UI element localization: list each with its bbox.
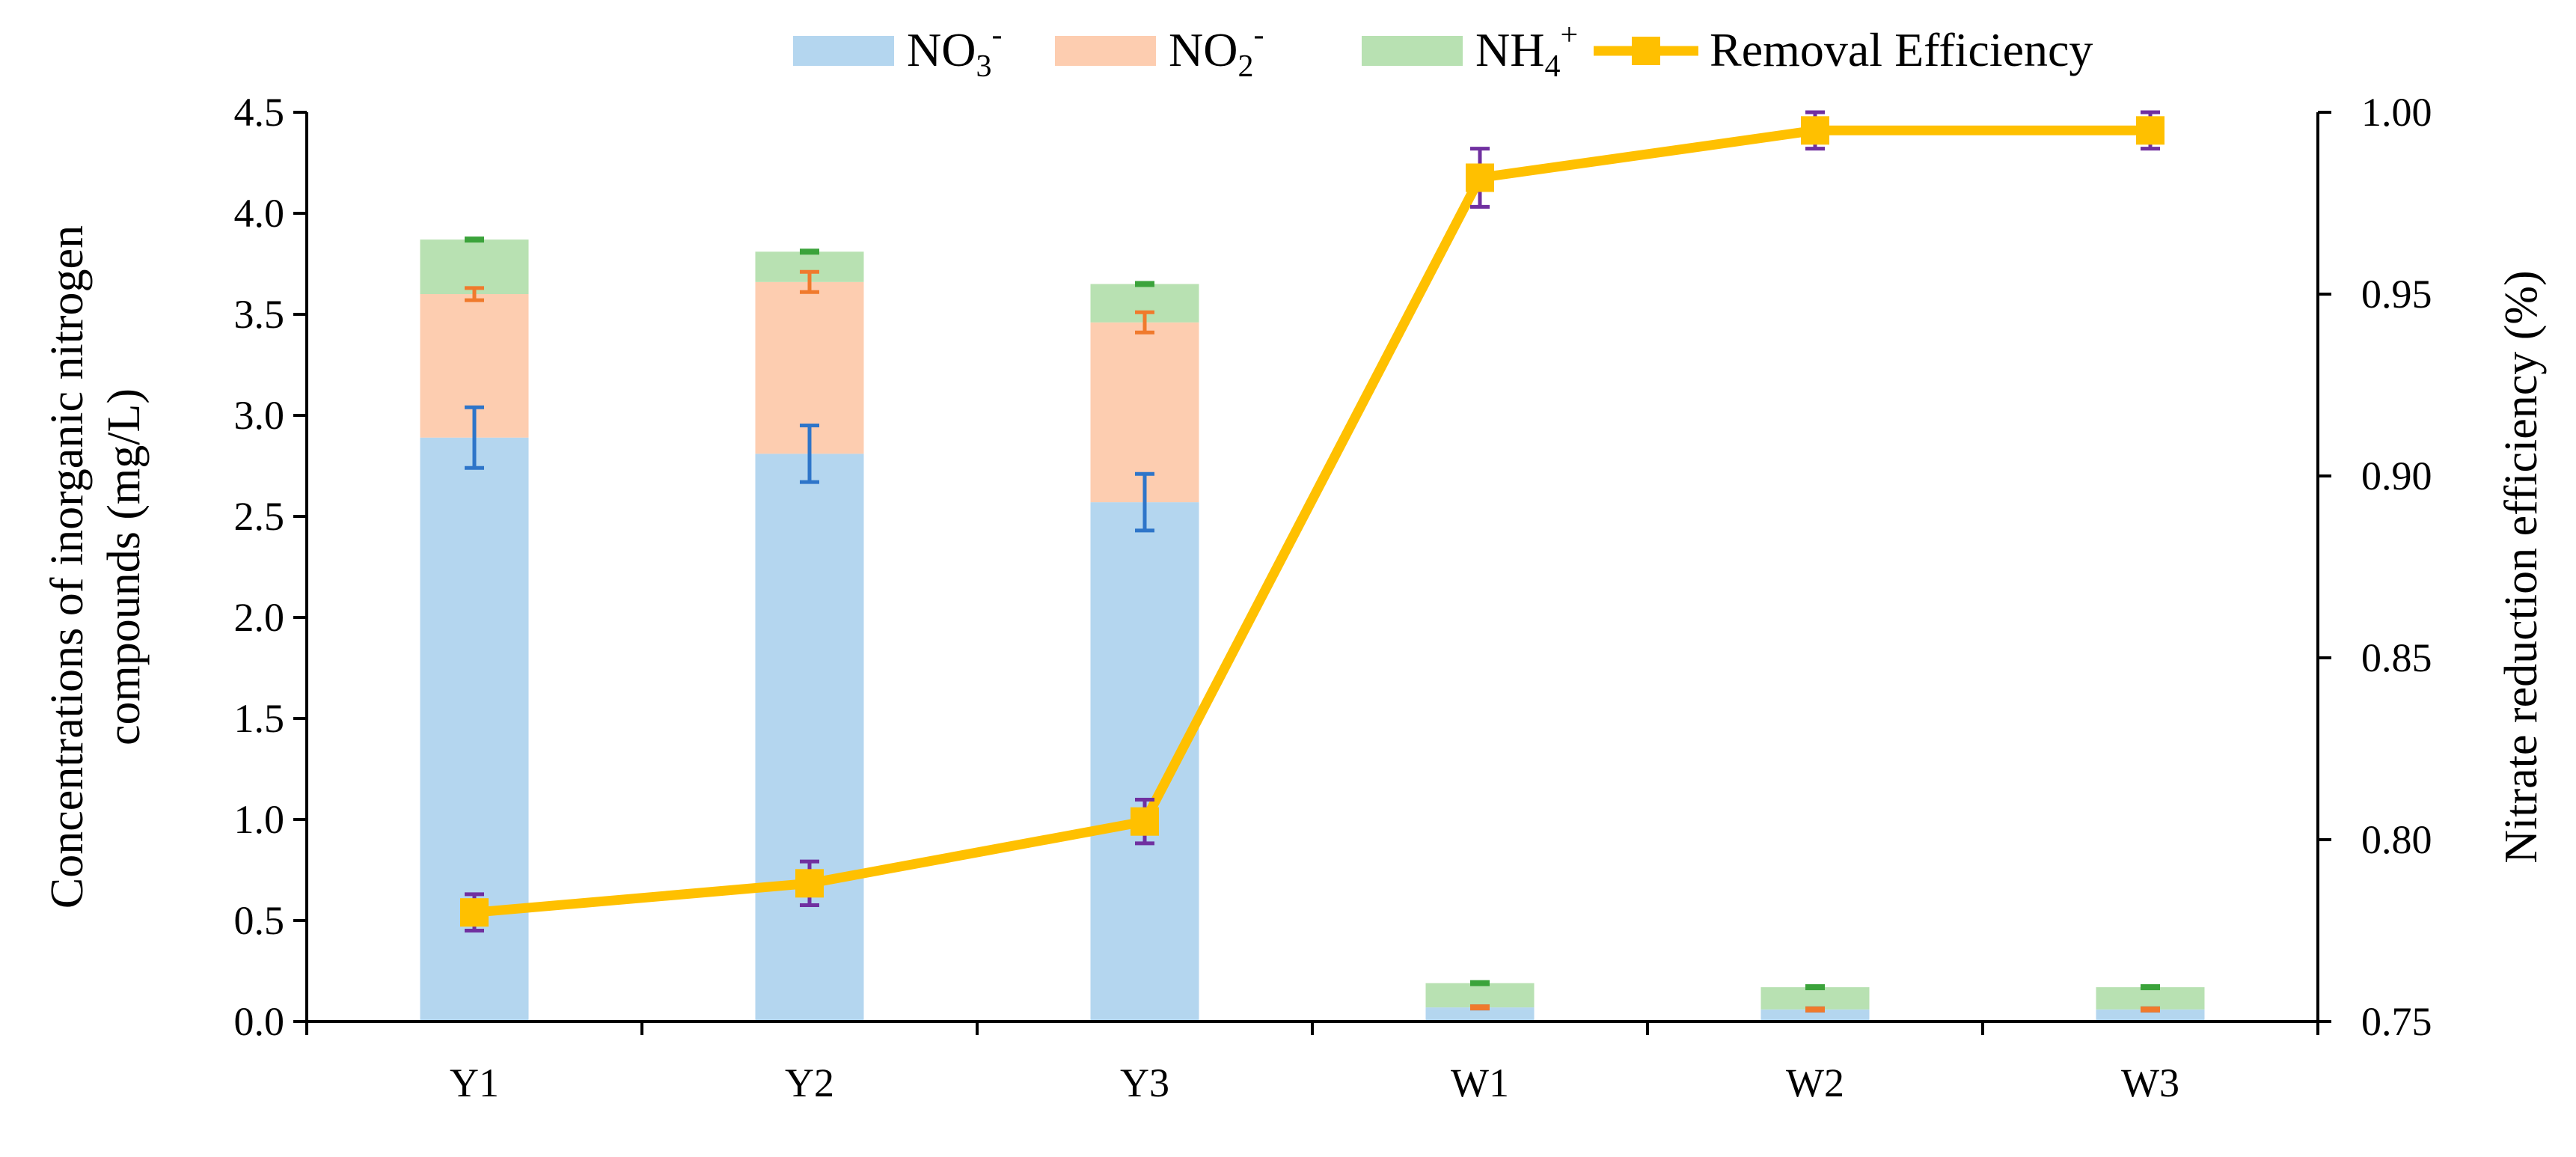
bar-NH4+-Y1 <box>420 239 529 294</box>
legend-label-main: NH <box>1475 23 1544 76</box>
error-bar-NH4+-Y2 <box>800 248 819 255</box>
efficiency-marker-Y3 <box>1131 807 1159 836</box>
legend-label-NO2-: NO2- <box>1169 18 1264 84</box>
legend-label-main: NO <box>1169 23 1237 76</box>
right-axis-title: Nitrate reduction efficiency (%) <box>2496 270 2547 863</box>
legend: NO3- NO2- NH4+ Removal Efficiency <box>793 18 2093 84</box>
bars-group <box>420 239 2205 1022</box>
error-bar-NO2--W1 <box>1470 1004 1490 1011</box>
legend-label-sup: - <box>1253 18 1264 52</box>
error-marker <box>1805 1006 1825 1013</box>
error-bar-NH4+-Y1 <box>465 236 484 243</box>
bar-NO3--W1 <box>1425 1007 1535 1022</box>
legend-label-sup: + <box>1560 18 1578 52</box>
error-bar-NH4+-W2 <box>1805 984 1825 991</box>
legend-label-sub: 2 <box>1237 49 1253 84</box>
error-bar-NO2--W2 <box>1805 1006 1825 1013</box>
error-bar-NH4+-W1 <box>1470 980 1490 986</box>
efficiency-marker-Y2 <box>795 869 824 898</box>
bar-NH4+-W3 <box>2096 987 2205 1010</box>
legend-item-removal-efficiency: Removal Efficiency <box>1594 23 2093 76</box>
bar-NO3--Y2 <box>755 454 864 1022</box>
error-bar-NH4+-Y3 <box>1135 281 1154 287</box>
left-tick-label: 4.5 <box>234 90 285 135</box>
left-tick-label: 2.0 <box>234 595 285 640</box>
legend-label-NO3-: NO3- <box>907 18 1002 84</box>
error-marker <box>1805 984 1825 991</box>
error-marker <box>2141 1006 2160 1013</box>
left-axis-title: Concentrations of inorganic nitrogen comp… <box>42 225 150 909</box>
left-tick-label: 1.5 <box>234 696 285 741</box>
error-bar-NO2--W3 <box>2141 1006 2160 1013</box>
right-tick-label: 0.75 <box>2361 999 2432 1044</box>
legend-item-NH4+: NH4+ <box>1362 18 1578 84</box>
right-tick-label: 0.85 <box>2361 635 2432 680</box>
legend-label-sub: 4 <box>1544 49 1560 84</box>
x-category-label: Y3 <box>1120 1060 1169 1105</box>
bar-NH4+-W1 <box>1425 983 1535 1008</box>
legend-label-sup: - <box>991 18 1002 52</box>
efficiency-marker-Y1 <box>460 898 489 927</box>
legend-item-NO3-: NO3- <box>793 18 1002 84</box>
left-tick-label: 2.5 <box>234 494 285 539</box>
legend-swatch-NO2- <box>1055 36 1156 66</box>
error-bar-NH4+-W3 <box>2141 984 2160 991</box>
efficiency-marker-W3 <box>2136 116 2164 145</box>
legend-label-NH4+: NH4+ <box>1475 18 1578 84</box>
error-marker <box>465 236 484 243</box>
left-tick-label: 0.5 <box>234 898 285 943</box>
legend-label-removal-efficiency: Removal Efficiency <box>1710 23 2093 76</box>
bar-NH4+-W2 <box>1760 987 1870 1010</box>
right-tick-label: 0.95 <box>2361 272 2432 317</box>
x-category-label: W3 <box>2121 1060 2179 1105</box>
error-bar-NO2--Y2 <box>800 269 819 294</box>
left-tick-label: 3.5 <box>234 292 285 337</box>
x-category-label: Y2 <box>785 1060 834 1105</box>
right-tick-label: 0.80 <box>2361 817 2432 862</box>
x-category-label: W1 <box>1451 1060 1509 1105</box>
legend-swatch-NH4+ <box>1362 36 1463 66</box>
legend-label-main: NO <box>907 23 976 76</box>
efficiency-marker-W1 <box>1466 163 1494 192</box>
left-tick-label: 0.0 <box>234 999 285 1044</box>
bar-NO3--W2 <box>1760 1009 1870 1022</box>
bar-NO3--Y3 <box>1090 502 1199 1022</box>
legend-marker-swatch <box>1632 37 1660 65</box>
bar-NO3--W3 <box>2096 1009 2205 1022</box>
left-axis-title-line: compounds (mg/L) <box>99 388 150 745</box>
bar-NO3--Y1 <box>420 437 529 1022</box>
error-bar-NO2--Y1 <box>465 286 484 302</box>
efficiency-line <box>474 125 2150 918</box>
error-marker <box>1470 980 1490 986</box>
x-category-label: W2 <box>1786 1060 1844 1105</box>
legend-swatch-NO3- <box>793 36 894 66</box>
error-bar-NO3--Y1 <box>465 405 484 470</box>
axes-group: 0.0 0.5 1.0 1.5 2.0 2.5 3.0 3.5 4.0 4.5 0.75 0.80 0.… <box>42 90 2547 1105</box>
error-bar-NO3--Y3 <box>1135 471 1154 533</box>
left-axis-title-line: Concentrations of inorganic nitrogen <box>42 225 93 909</box>
left-tick-label: 1.0 <box>234 797 285 842</box>
error-marker <box>800 248 819 255</box>
legend-label-sub: 3 <box>976 49 991 84</box>
error-marker <box>1470 1004 1490 1011</box>
error-marker <box>2141 984 2160 991</box>
efficiency-marker-W2 <box>1801 116 1829 145</box>
error-bar-NO2--Y3 <box>1135 310 1154 335</box>
left-tick-label: 4.0 <box>234 191 285 236</box>
right-tick-label: 1.00 <box>2361 90 2432 135</box>
right-tick-label: 0.90 <box>2361 454 2432 498</box>
bar-error-bars-group <box>465 236 2160 1013</box>
x-category-label: Y1 <box>450 1060 499 1105</box>
efficiency-line-group <box>460 110 2164 932</box>
error-marker <box>1135 281 1154 287</box>
left-tick-label: 3.0 <box>234 393 285 438</box>
legend-item-NO2-: NO2- <box>1055 18 1264 84</box>
error-bar-NO3--Y2 <box>800 424 819 484</box>
